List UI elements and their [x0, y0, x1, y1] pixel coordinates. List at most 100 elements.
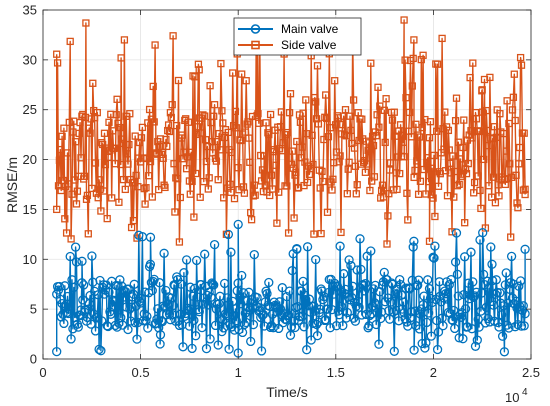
- data-point: [384, 212, 392, 220]
- data-point: [416, 304, 426, 314]
- data-point: [248, 319, 259, 330]
- data-point: [448, 228, 456, 236]
- data-point: [396, 290, 407, 300]
- data-point: [404, 283, 414, 293]
- data-point: [247, 216, 256, 224]
- data-point: [170, 280, 180, 291]
- data-point: [148, 193, 156, 201]
- data-point: [140, 184, 148, 193]
- data-point: [223, 311, 233, 321]
- data-point: [277, 283, 287, 293]
- data-point: [110, 144, 119, 152]
- data-point: [481, 224, 490, 232]
- data-point: [246, 336, 256, 347]
- data-point: [90, 326, 101, 336]
- legend-entry-main-valve[interactable]: Main valve: [238, 22, 339, 36]
- data-point: [410, 173, 418, 182]
- data-point: [386, 278, 397, 288]
- data-point: [161, 183, 169, 192]
- data-point: [250, 181, 258, 189]
- data-point: [492, 133, 500, 142]
- data-point: [361, 309, 371, 320]
- x-exponent-base: 10: [505, 390, 519, 405]
- circle-marker-icon: [250, 24, 261, 34]
- data-point: [434, 277, 445, 287]
- data-point: [430, 241, 440, 251]
- legend[interactable]: Main valve Side valve: [233, 17, 362, 56]
- data-point: [460, 116, 468, 124]
- series-main-valve: [52, 219, 530, 358]
- data-point: [297, 311, 307, 321]
- data-point: [312, 330, 323, 341]
- data-point: [284, 286, 295, 296]
- data-point: [350, 144, 359, 152]
- data-point: [181, 116, 189, 125]
- data-point: [155, 330, 166, 340]
- data-point: [53, 59, 62, 67]
- data-point: [409, 54, 417, 63]
- data-point: [72, 200, 81, 208]
- data-point: [402, 94, 410, 102]
- data-point: [343, 292, 353, 302]
- legend-entry-side-valve[interactable]: Side valve: [238, 38, 337, 52]
- data-point: [364, 146, 372, 155]
- data-point: [342, 307, 352, 318]
- data-point: [344, 255, 354, 265]
- data-point: [462, 169, 471, 178]
- data-point: [422, 317, 432, 328]
- data-point: [77, 278, 87, 288]
- data-point: [172, 174, 180, 182]
- data-point: [103, 321, 113, 332]
- y-axis-ticks: 0 5 10 15 20 25 30 35: [23, 3, 531, 367]
- data-point: [388, 116, 397, 124]
- data-point: [113, 281, 123, 291]
- data-point: [64, 180, 73, 188]
- data-point: [521, 185, 529, 193]
- data-point: [181, 255, 192, 265]
- data-point: [383, 240, 391, 248]
- data-point: [199, 111, 207, 119]
- data-point: [472, 115, 481, 123]
- data-point: [464, 294, 474, 304]
- data-point: [160, 181, 168, 189]
- data-point: [497, 310, 507, 320]
- data-point: [229, 69, 237, 77]
- data-point: [126, 302, 137, 312]
- data-point: [279, 139, 287, 147]
- data-point: [201, 343, 212, 354]
- data-point: [274, 323, 284, 334]
- data-point: [59, 318, 69, 329]
- data-point: [146, 157, 155, 166]
- data-point: [83, 191, 92, 200]
- data-point: [116, 123, 124, 132]
- data-point: [189, 315, 199, 325]
- data-point: [386, 159, 395, 167]
- data-point: [491, 275, 501, 285]
- data-point: [374, 339, 384, 349]
- data-point: [187, 148, 195, 156]
- data-point: [228, 311, 239, 321]
- data-point: [420, 165, 428, 174]
- data-point: [208, 279, 218, 289]
- data-point: [203, 142, 212, 151]
- data-point: [399, 138, 407, 146]
- data-point: [213, 340, 223, 350]
- data-point: [486, 73, 494, 82]
- data-point: [407, 275, 417, 285]
- data-point: [62, 229, 71, 237]
- data-point: [416, 177, 425, 185]
- data-point: [234, 164, 242, 172]
- data-point: [247, 208, 255, 217]
- data-point: [206, 82, 214, 90]
- data-point: [185, 282, 195, 292]
- data-point: [515, 160, 523, 168]
- data-point: [396, 121, 405, 129]
- y-tick-label: 10: [23, 252, 37, 267]
- data-point: [331, 77, 339, 85]
- data-point: [429, 194, 437, 202]
- data-point: [236, 299, 246, 309]
- data-point: [105, 118, 113, 126]
- data-point: [501, 268, 511, 278]
- data-point: [292, 243, 302, 254]
- data-point: [79, 280, 89, 290]
